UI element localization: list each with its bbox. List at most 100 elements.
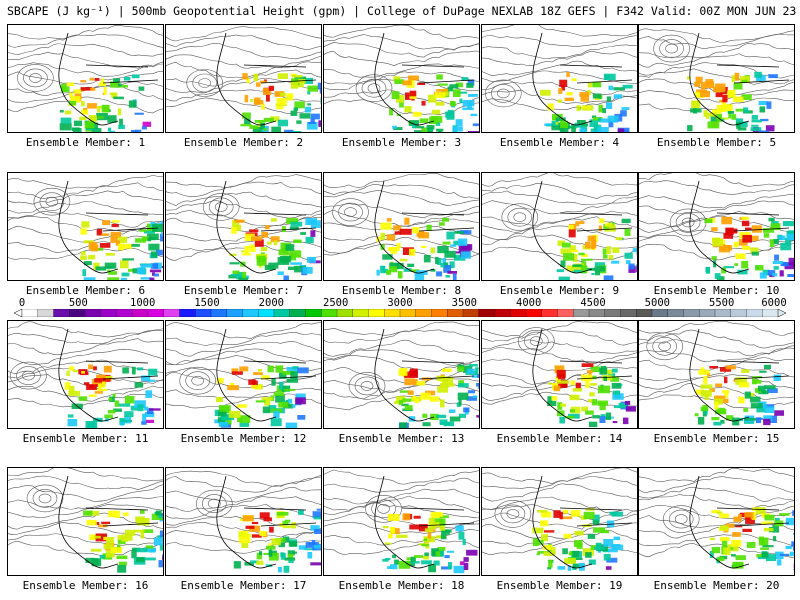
cape-cell bbox=[603, 275, 614, 280]
height-contours bbox=[166, 174, 321, 261]
cape-cell bbox=[117, 243, 124, 251]
cape-cell bbox=[760, 547, 770, 550]
cape-cell bbox=[592, 117, 603, 121]
cape-cell bbox=[399, 99, 404, 108]
cape-cell bbox=[89, 384, 95, 388]
cape-cell bbox=[142, 529, 154, 533]
cape-cell bbox=[735, 108, 744, 112]
cape-cell bbox=[744, 391, 751, 399]
cape-cell bbox=[570, 510, 581, 517]
cape-cell bbox=[557, 380, 570, 384]
cape-cell bbox=[736, 121, 748, 127]
cape-cell bbox=[266, 94, 270, 102]
cape-cell bbox=[121, 537, 129, 542]
cape-cell bbox=[741, 246, 750, 250]
cape-cell bbox=[145, 390, 153, 398]
cape-cell bbox=[732, 561, 744, 569]
cape-cell bbox=[95, 266, 107, 271]
cape-cell bbox=[731, 539, 742, 547]
colorbar-swatch bbox=[447, 309, 464, 317]
height-contour bbox=[501, 203, 539, 232]
cape-cell bbox=[242, 515, 254, 522]
cape-cell bbox=[158, 560, 163, 568]
height-contour bbox=[166, 496, 321, 512]
height-contour bbox=[639, 243, 794, 261]
cape-cell bbox=[61, 86, 70, 93]
cape-cell bbox=[117, 83, 122, 87]
height-contour bbox=[324, 539, 479, 555]
cape-cell bbox=[431, 522, 437, 525]
height-contour bbox=[482, 530, 637, 547]
cape-cell bbox=[599, 415, 606, 423]
member-map bbox=[8, 468, 163, 573]
cape-cell bbox=[81, 251, 86, 255]
cape-cell bbox=[567, 125, 577, 129]
member-map bbox=[8, 25, 163, 132]
cape-shading bbox=[233, 508, 321, 573]
cape-cell bbox=[297, 367, 309, 374]
ensemble-member-label: Ensemble Member: 7 bbox=[183, 284, 304, 297]
member-map bbox=[166, 174, 321, 280]
height-contour bbox=[639, 494, 794, 509]
cape-cell bbox=[254, 97, 261, 105]
height-contour bbox=[324, 502, 479, 519]
cape-cell bbox=[134, 529, 145, 533]
height-contour bbox=[653, 34, 690, 63]
cape-cell bbox=[134, 382, 144, 388]
cape-cell bbox=[281, 385, 291, 392]
cape-cell bbox=[785, 238, 792, 245]
cape-cell bbox=[720, 537, 730, 542]
cape-shading bbox=[382, 511, 478, 574]
cape-cell bbox=[438, 130, 442, 132]
height-contour bbox=[482, 190, 637, 205]
cape-cell bbox=[687, 125, 693, 132]
height-contour bbox=[484, 79, 522, 108]
cape-cell bbox=[305, 236, 314, 244]
height-contour bbox=[494, 500, 532, 528]
colorbar-swatch bbox=[21, 309, 39, 317]
cape-cell bbox=[700, 90, 710, 98]
coastline bbox=[689, 475, 790, 569]
cape-cell bbox=[540, 520, 549, 527]
cape-cell bbox=[603, 224, 610, 230]
cape-cell bbox=[602, 369, 613, 375]
cape-cell bbox=[269, 526, 274, 533]
cape-cell bbox=[284, 519, 291, 523]
cape-cell bbox=[570, 245, 576, 250]
cape-cell bbox=[141, 375, 151, 381]
colorbar-tick-label: 6000 bbox=[761, 297, 787, 309]
cape-cell bbox=[145, 412, 155, 418]
cape-cell bbox=[233, 224, 242, 232]
cape-cell bbox=[440, 383, 449, 388]
cape-cell bbox=[580, 258, 593, 261]
cape-cell bbox=[598, 385, 610, 394]
cape-cell bbox=[735, 377, 747, 385]
cape-cell bbox=[743, 107, 749, 113]
cape-cell bbox=[449, 416, 461, 422]
ensemble-member-label: Ensemble Member: 5 bbox=[656, 136, 777, 149]
cape-cell bbox=[775, 517, 780, 522]
cape-cell bbox=[69, 92, 73, 97]
coastline bbox=[216, 328, 317, 422]
cape-cell bbox=[220, 414, 228, 420]
cape-cell bbox=[557, 240, 565, 246]
cape-cell bbox=[246, 78, 250, 84]
cape-cell bbox=[150, 251, 158, 258]
height-contour bbox=[166, 503, 321, 520]
coastline bbox=[374, 328, 475, 422]
cape-cell bbox=[402, 513, 411, 521]
height-contour bbox=[639, 200, 794, 215]
cape-cell bbox=[458, 399, 462, 406]
cape-cell bbox=[409, 248, 416, 256]
cape-cell bbox=[277, 271, 284, 276]
coastline bbox=[532, 475, 633, 569]
cape-cell bbox=[623, 417, 629, 425]
height-contour bbox=[675, 213, 701, 232]
cape-cell bbox=[304, 77, 313, 84]
cape-cell bbox=[241, 542, 249, 548]
cape-cell bbox=[249, 244, 256, 252]
cape-cell bbox=[603, 539, 614, 547]
cape-cell bbox=[600, 414, 606, 417]
cape-cell bbox=[769, 415, 777, 423]
cape-cell bbox=[780, 553, 790, 556]
